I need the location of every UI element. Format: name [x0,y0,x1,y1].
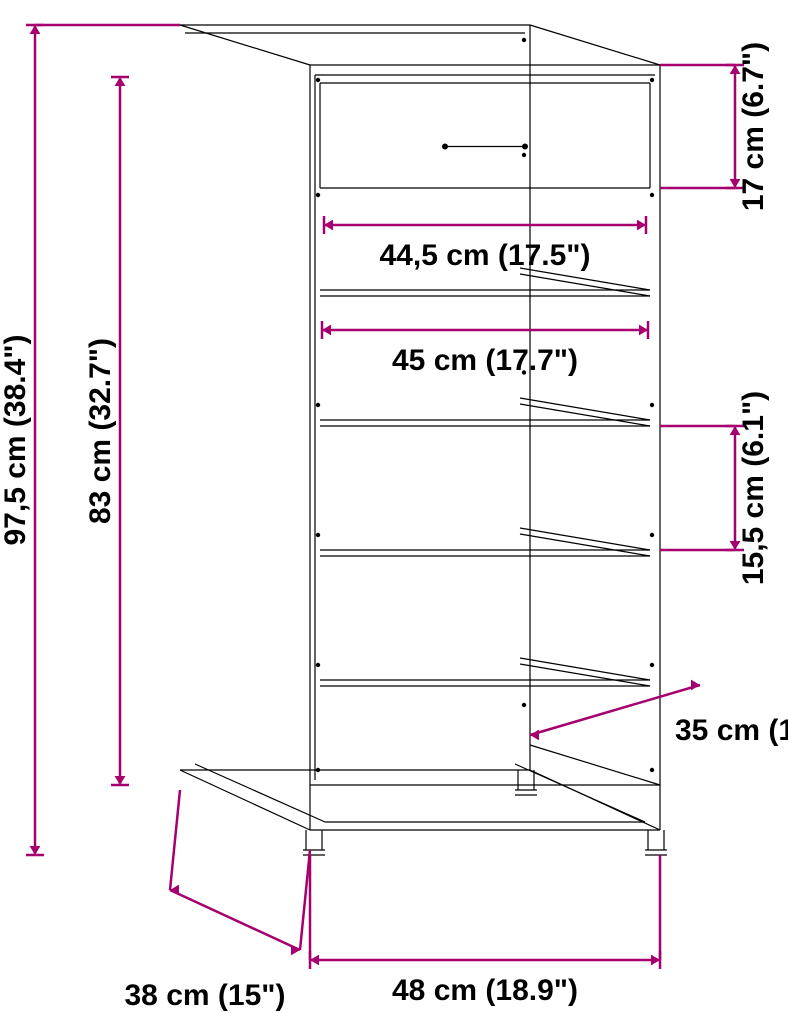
dim-total-height: 97,5 cm (38.4") [0,334,32,545]
dim-shelf-1: 44,5 cm (17.5") [379,239,590,272]
dim-drawer-height: 17 cm (6.7") [737,42,770,211]
dim-shelf-2: 45 cm (17.7") [392,344,578,377]
dim-inner-height: 83 cm (32.7") [84,338,117,524]
dim-width: 48 cm (18.9") [392,974,578,1007]
dim-depth: 38 cm (15") [125,979,286,1012]
dim-shelf-gap: 15,5 cm (6.1") [737,391,770,585]
dim-shelf-depth: 35 cm (13.8") [675,714,788,747]
